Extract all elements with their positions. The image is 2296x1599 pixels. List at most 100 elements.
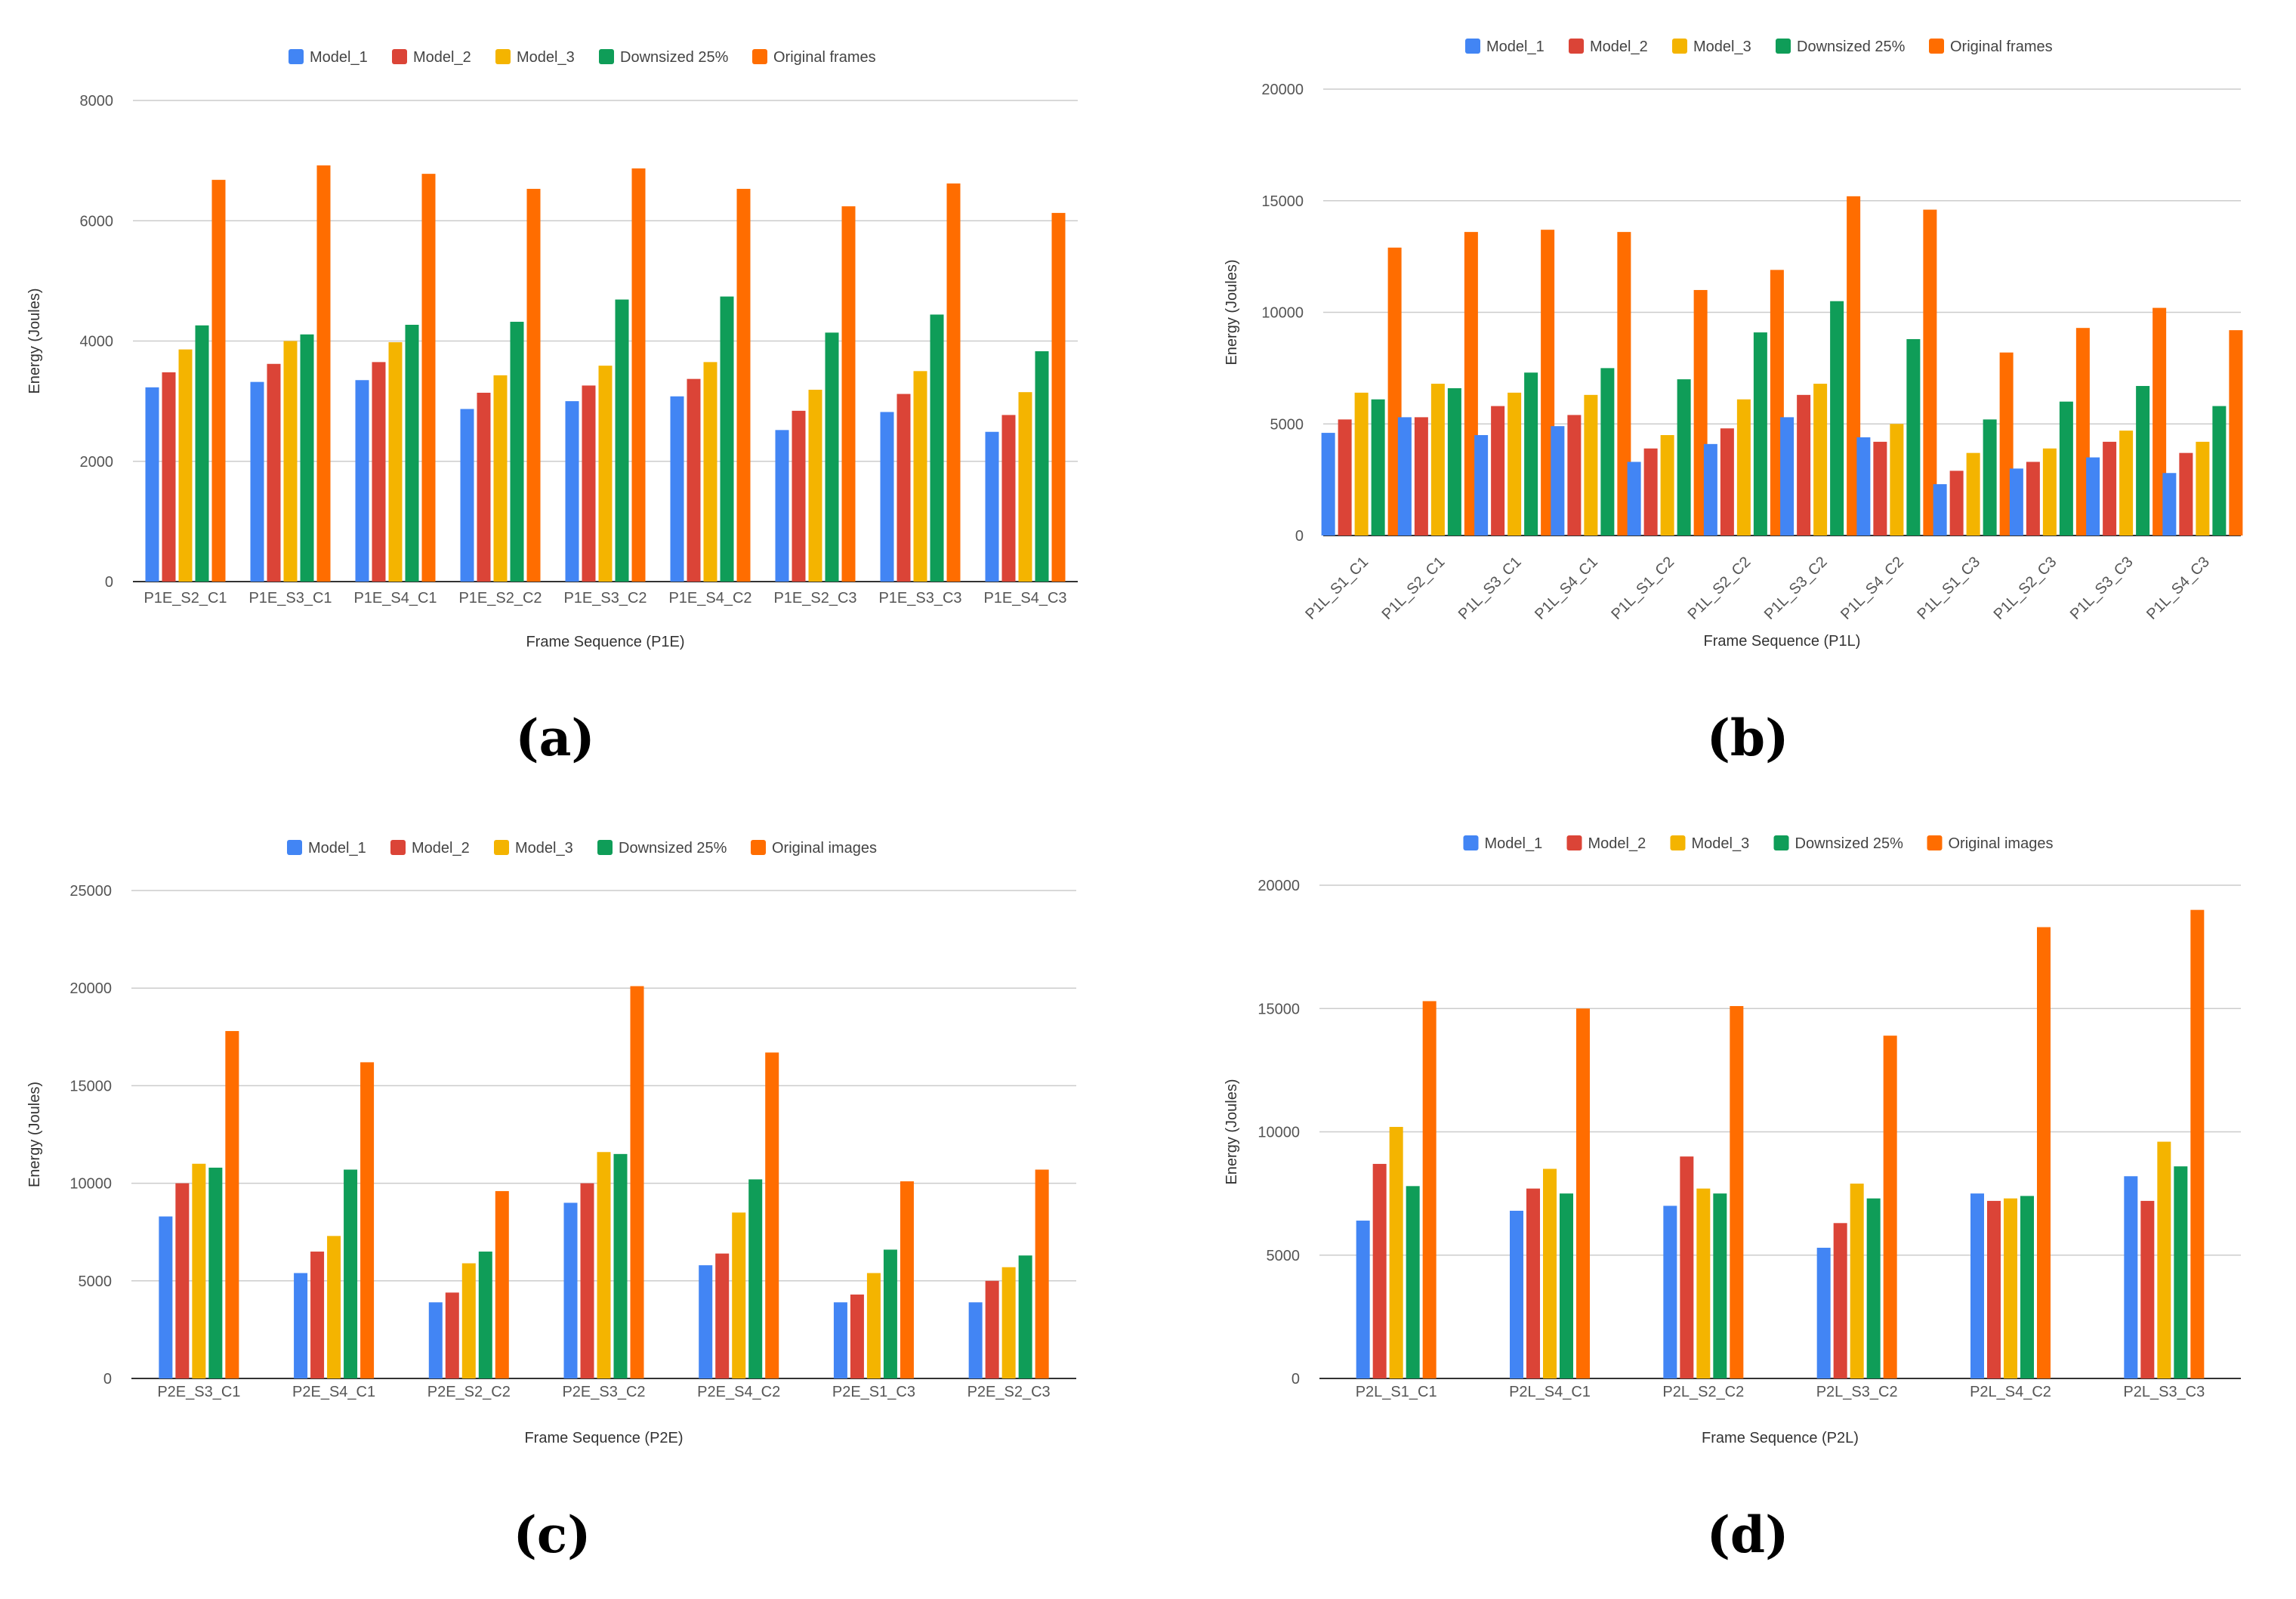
bar bbox=[1001, 1267, 1016, 1378]
bar bbox=[2124, 1176, 2138, 1378]
y-tick-label: 10000 bbox=[1258, 1125, 1300, 1141]
bar bbox=[267, 363, 281, 582]
legend-swatch bbox=[1929, 39, 1944, 54]
bar bbox=[2042, 448, 2057, 536]
bar bbox=[300, 334, 314, 582]
bar bbox=[1660, 435, 1674, 536]
bar bbox=[2037, 927, 2051, 1378]
bar bbox=[597, 1152, 611, 1378]
bar bbox=[344, 1169, 358, 1378]
bar bbox=[2009, 468, 2023, 536]
bar bbox=[250, 381, 264, 582]
legend-label: Downsized 25% bbox=[1797, 39, 1906, 55]
bar bbox=[428, 1302, 443, 1378]
bar bbox=[1703, 443, 1717, 536]
bar bbox=[327, 1236, 341, 1378]
legend: Model_1 Model_2 Model_3 Downsized 25% Origin… bbox=[289, 49, 876, 66]
bar bbox=[1617, 232, 1631, 536]
y-tick-label: 20000 bbox=[1261, 82, 1304, 98]
bar bbox=[2212, 406, 2227, 536]
bar bbox=[880, 412, 894, 582]
bar bbox=[225, 1031, 239, 1378]
bar bbox=[1873, 441, 1887, 536]
bar bbox=[630, 986, 644, 1378]
legend-swatch bbox=[390, 840, 406, 855]
x-tick-label: P2E_S4_C1 bbox=[292, 1384, 375, 1400]
legend-label: Model_2 bbox=[412, 840, 470, 857]
bar bbox=[1627, 461, 1641, 536]
y-tick-label: 2000 bbox=[80, 454, 114, 471]
x-tick-label: P1L_S2_C2 bbox=[1685, 554, 1754, 623]
bar bbox=[1966, 452, 1980, 536]
bar bbox=[1856, 437, 1871, 536]
bar bbox=[563, 1202, 578, 1378]
bar bbox=[736, 189, 751, 582]
bar bbox=[1663, 1205, 1677, 1378]
legend-swatch bbox=[1463, 835, 1479, 850]
y-tick-label: 20000 bbox=[1258, 878, 1300, 894]
y-tick-label: 0 bbox=[105, 574, 113, 591]
bar bbox=[2190, 909, 2205, 1378]
bar bbox=[1833, 1223, 1847, 1378]
bar bbox=[208, 1167, 223, 1378]
bar bbox=[715, 1253, 730, 1378]
bar bbox=[1736, 399, 1751, 536]
bar bbox=[613, 1153, 628, 1378]
legend-swatch bbox=[494, 840, 509, 855]
bar bbox=[1414, 417, 1428, 536]
bar bbox=[175, 1183, 190, 1378]
bar bbox=[1508, 392, 1522, 536]
x-tick-label: P1L_S2_C1 bbox=[1379, 554, 1449, 623]
x-axis-title: Frame Sequence (P2E) bbox=[524, 1430, 683, 1446]
legend-swatch bbox=[1566, 835, 1582, 850]
bar bbox=[1447, 387, 1461, 536]
legend-swatch bbox=[1927, 835, 1943, 850]
bar bbox=[670, 396, 684, 582]
bar bbox=[792, 410, 806, 582]
legend-swatch bbox=[1465, 39, 1480, 54]
bar bbox=[615, 299, 629, 582]
bar bbox=[460, 409, 474, 582]
bar bbox=[866, 1273, 881, 1378]
y-tick-label: 5000 bbox=[1267, 1248, 1301, 1264]
bar bbox=[841, 206, 856, 582]
legend-label: Model_3 bbox=[1692, 835, 1750, 852]
bar bbox=[1397, 417, 1412, 536]
x-tick-label: P1L_S4_C3 bbox=[2143, 554, 2213, 623]
bar bbox=[1524, 372, 1538, 536]
y-tick-label: 25000 bbox=[69, 883, 112, 900]
bar bbox=[192, 1163, 206, 1378]
bar bbox=[2229, 330, 2243, 536]
bar bbox=[1491, 406, 1505, 536]
bar bbox=[2119, 431, 2134, 536]
bar bbox=[565, 401, 579, 582]
legend-label: Original frames bbox=[1950, 39, 2053, 55]
bar bbox=[1970, 1193, 1984, 1378]
bar bbox=[687, 378, 701, 582]
bar bbox=[1338, 419, 1352, 536]
x-tick-label: P2L_S4_C1 bbox=[1509, 1384, 1591, 1400]
x-tick-label: P2E_S2_C3 bbox=[967, 1384, 1051, 1400]
bar bbox=[178, 349, 193, 582]
y-tick-label: 4000 bbox=[80, 334, 114, 350]
y-tick-label: 10000 bbox=[69, 1176, 112, 1193]
legend-label: Downsized 25% bbox=[620, 49, 729, 66]
x-tick-label: P1L_S3_C2 bbox=[1761, 554, 1831, 623]
bar bbox=[1389, 1126, 1403, 1378]
bar bbox=[1510, 1210, 1523, 1378]
bar bbox=[1983, 419, 1997, 536]
bar bbox=[2103, 441, 2117, 536]
x-tick-label: P1L_S2_C3 bbox=[1991, 554, 2060, 623]
bar bbox=[930, 314, 944, 582]
bar bbox=[1035, 1169, 1049, 1378]
y-tick-label: 5000 bbox=[1270, 416, 1304, 433]
bar bbox=[283, 341, 298, 582]
bar bbox=[159, 1216, 173, 1378]
bar bbox=[316, 165, 331, 582]
bar bbox=[421, 174, 436, 582]
bar bbox=[372, 362, 386, 582]
bar bbox=[461, 1263, 476, 1378]
legend-label: Original images bbox=[1949, 835, 2054, 852]
legend: Model_1 Model_2 Model_3 Downsized 25% Origin… bbox=[1463, 835, 2054, 852]
legend-swatch bbox=[599, 49, 614, 64]
